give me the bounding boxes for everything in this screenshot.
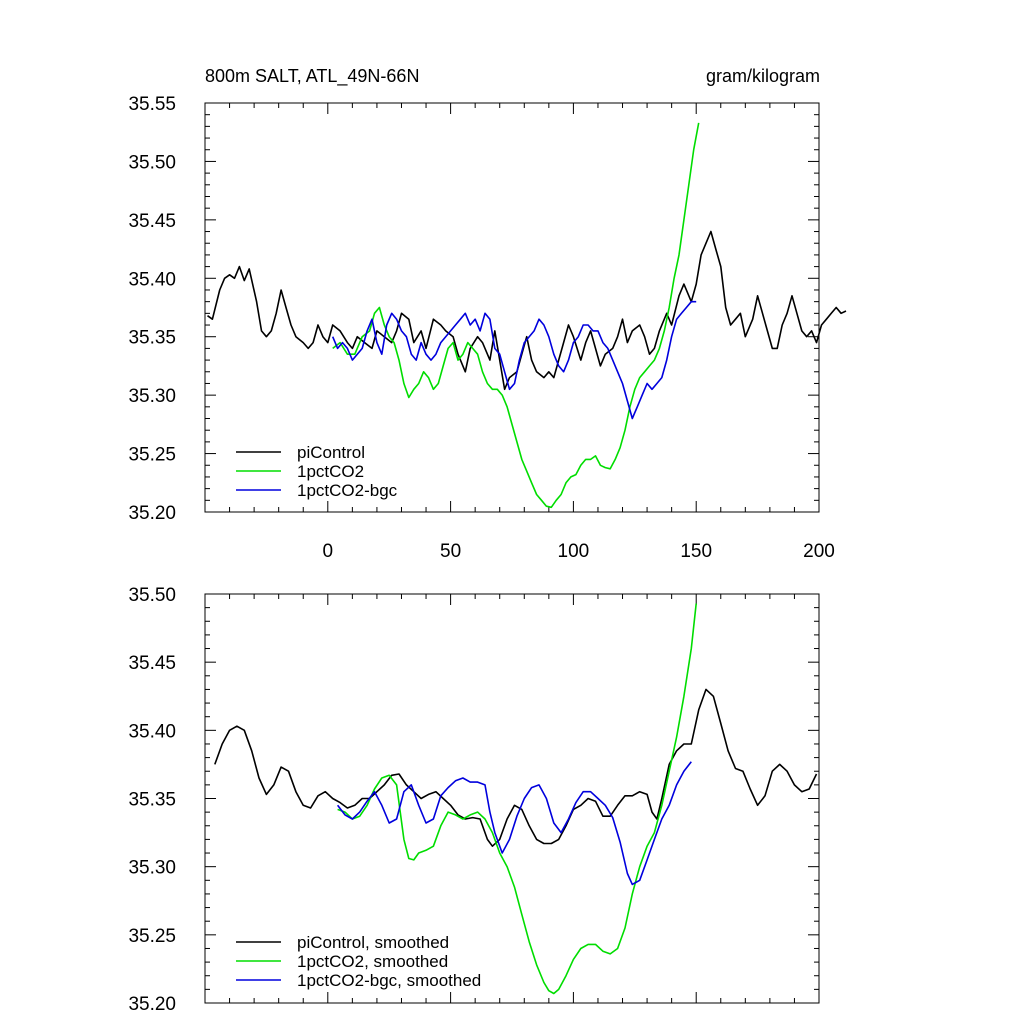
bottom-y-tick-labels: 35.20 35.25 35.30 35.35 35.40 35.45 35.50 [128,585,176,1015]
units-label: gram/kilogram [706,66,820,86]
top-x-tick-labels: 0 50 100 150 200 [323,541,835,562]
series-line-1pctco2-smoothed [337,603,697,995]
bottom-plot-frame [204,593,820,1004]
y-tick-label: 35.40 [128,721,176,742]
y-tick-label: 35.50 [128,152,176,173]
y-tick-label: 35.55 [128,94,176,115]
y-tick-label: 35.25 [128,926,176,947]
top-series-lines [207,122,847,509]
series-line-1pctco2-bgc [331,300,697,420]
y-tick-label: 35.20 [128,503,176,524]
y-tick-label: 35.35 [128,790,176,811]
top-plot-frame [204,102,820,513]
y-tick-label: 35.20 [128,994,176,1015]
y-tick-label: 35.50 [128,585,176,606]
series-line-1pctco2-bgc-smoothed [336,761,692,886]
y-tick-label: 35.40 [128,269,176,290]
y-tick-label: 35.25 [128,445,176,466]
legend-label: piControl [297,443,365,462]
series-line-picontrol-smoothed [214,688,818,847]
legend-label: 1pctCO2, smoothed [297,952,448,971]
legend-label: 1pctCO2 [297,462,364,481]
x-tick-label: 50 [440,541,461,562]
chart-title: 800m SALT, ATL_49N-66N [205,66,419,87]
y-tick-label: 35.30 [128,386,176,407]
x-tick-label: 150 [680,541,712,562]
bottom-panel: 35.20 35.25 35.30 35.35 35.40 35.45 35.50 piCo… [128,585,820,1015]
y-tick-label: 35.30 [128,858,176,879]
series-line-1pctco2 [332,122,700,509]
bottom-tick-marks [204,593,820,1004]
legend-label: piControl, smoothed [297,933,449,952]
top-y-tick-labels: 35.20 35.25 35.30 35.35 35.40 35.45 35.50 35.55 [128,94,176,524]
x-tick-label: 100 [558,541,590,562]
x-tick-label: 200 [803,541,835,562]
legend-label: 1pctCO2-bgc [297,481,398,500]
x-tick-label: 0 [323,541,334,562]
series-line-picontrol [207,230,847,391]
legend-label: 1pctCO2-bgc, smoothed [297,971,481,990]
bottom-series-lines [214,603,818,995]
y-tick-label: 35.35 [128,328,176,349]
top-panel: 800m SALT, ATL_49N-66N gram/kilogram 35.… [128,66,847,562]
y-tick-label: 35.45 [128,211,176,232]
y-tick-label: 35.45 [128,653,176,674]
